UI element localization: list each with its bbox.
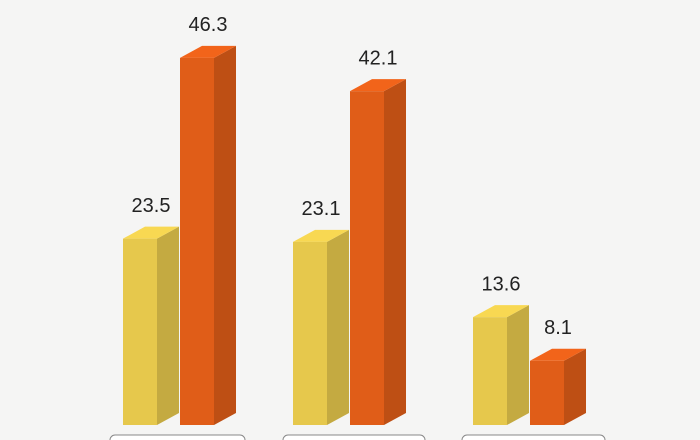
bar-top bbox=[293, 229, 349, 242]
category-box bbox=[109, 434, 246, 440]
value-label: 46.3 bbox=[189, 14, 228, 36]
bar-side bbox=[214, 45, 236, 425]
bar bbox=[350, 91, 384, 425]
value-label: 42.1 bbox=[359, 47, 398, 69]
bar bbox=[530, 360, 564, 425]
bar-side bbox=[327, 229, 349, 425]
bar-top bbox=[123, 226, 179, 239]
bar bbox=[293, 241, 327, 425]
bar-top bbox=[180, 45, 236, 58]
bar bbox=[123, 238, 157, 425]
bar-top bbox=[350, 79, 406, 92]
bar-side bbox=[507, 305, 529, 425]
bar-top bbox=[530, 348, 586, 361]
bar-side bbox=[564, 348, 586, 425]
value-label: 23.1 bbox=[302, 198, 341, 220]
value-label: 8.1 bbox=[544, 317, 572, 339]
category-box bbox=[282, 434, 426, 440]
bar bbox=[180, 57, 214, 425]
category-box bbox=[461, 434, 606, 440]
value-label: 23.5 bbox=[132, 195, 171, 217]
bar-side bbox=[157, 226, 179, 425]
bar-top bbox=[473, 305, 529, 318]
bar bbox=[473, 317, 507, 425]
value-label: 13.6 bbox=[482, 273, 521, 295]
bar-side bbox=[384, 79, 406, 425]
